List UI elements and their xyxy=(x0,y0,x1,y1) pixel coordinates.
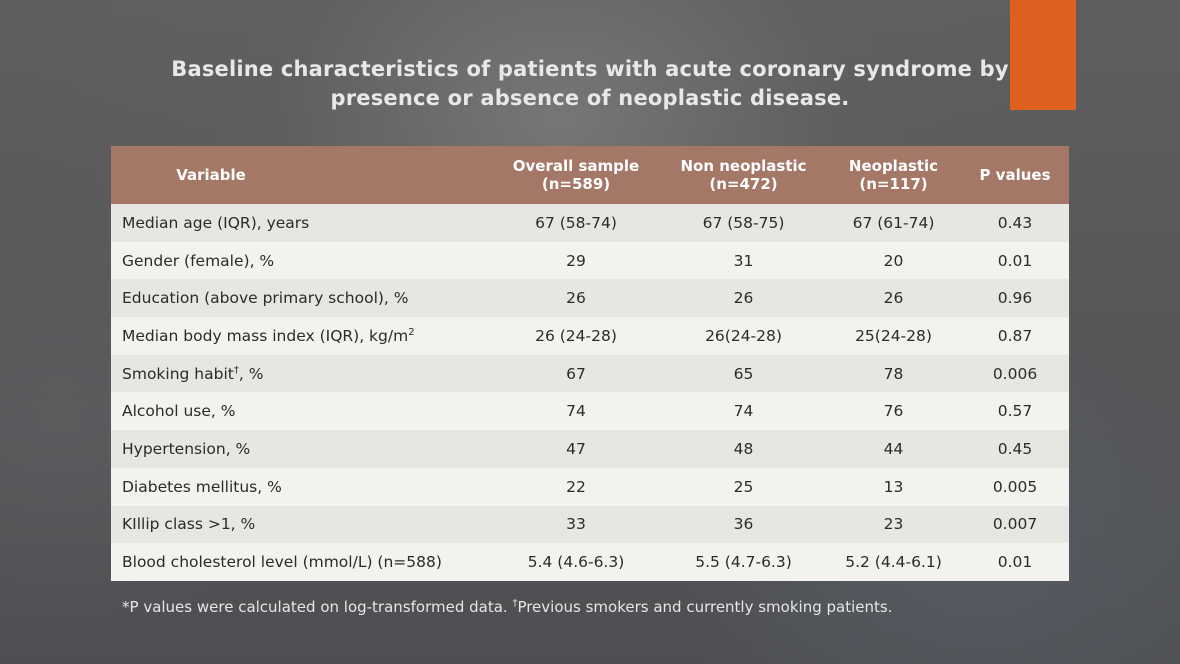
header-non-neoplastic: Non neoplastic (n=472) xyxy=(661,146,826,204)
header-variable-label: Variable xyxy=(176,166,246,184)
cell-p-value: 0.006 xyxy=(961,354,1069,393)
header-neoplastic-label: Neoplastic xyxy=(848,157,939,175)
cell-variable: Diabetes mellitus, % xyxy=(111,467,491,506)
cell-overall-sample: 47 xyxy=(491,430,661,468)
orange-accent-block xyxy=(1010,0,1076,110)
variable-label: Education (above primary school), % xyxy=(122,289,409,308)
header-neoplastic: Neoplastic (n=117) xyxy=(826,146,961,204)
cell-variable: KIllip class >1, % xyxy=(111,505,491,544)
header-overall-sample: Overall sample (n=589) xyxy=(491,146,661,204)
table-header-row: Variable Overall sample (n=589) Non neop… xyxy=(111,146,1069,204)
cell-neoplastic: 78 xyxy=(826,354,961,393)
table-row: Hypertension, % 47 48 44 0.45 xyxy=(111,430,1069,468)
variable-label: Median body mass index (IQR), kg/m xyxy=(122,326,409,345)
variable-superscript: † xyxy=(233,364,239,376)
header-overall-n: (n=589) xyxy=(541,175,611,193)
cell-overall-sample: 5.4 (4.6-6.3) xyxy=(491,543,661,581)
cell-neoplastic: 67 (61-74) xyxy=(826,204,961,242)
cell-non-neoplastic: 74 xyxy=(661,392,826,431)
variable-label: Hypertension, % xyxy=(122,439,251,458)
cell-p-value: 0.87 xyxy=(961,317,1069,355)
cell-non-neoplastic: 5.5 (4.7-6.3) xyxy=(661,543,826,581)
cell-neoplastic: 5.2 (4.4-6.1) xyxy=(826,543,961,581)
cell-non-neoplastic: 48 xyxy=(661,430,826,468)
cell-neoplastic: 25(24-28) xyxy=(826,317,961,355)
cell-p-value: 0.01 xyxy=(961,543,1069,581)
cell-overall-sample: 67 xyxy=(491,354,661,393)
slide-title-line-1: Baseline characteristics of patients wit… xyxy=(171,57,1009,81)
cell-neoplastic: 76 xyxy=(826,392,961,431)
variable-label: Blood cholesterol level (mmol/L) (n=588) xyxy=(122,553,442,572)
table-body: Median age (IQR), years 67 (58-74) 67 (58-… xyxy=(111,204,1069,581)
table-row: Blood cholesterol level (mmol/L) (n=588)… xyxy=(111,543,1069,581)
header-p-values: P values xyxy=(961,146,1069,204)
cell-variable: Hypertension, % xyxy=(111,430,491,468)
cell-non-neoplastic: 36 xyxy=(661,505,826,544)
cell-neoplastic: 23 xyxy=(826,505,961,544)
cell-non-neoplastic: 31 xyxy=(661,241,826,280)
cell-p-value: 0.45 xyxy=(961,430,1069,468)
variable-label: KIllip class >1, % xyxy=(122,515,256,534)
table-row: Alcohol use, % 74 74 76 0.57 xyxy=(111,392,1069,431)
cell-overall-sample: 33 xyxy=(491,505,661,544)
header-variable: Variable xyxy=(111,146,491,204)
footnote-dagger: † xyxy=(512,598,518,609)
variable-superscript: 2 xyxy=(408,326,415,338)
cell-variable: Education (above primary school), % xyxy=(111,279,491,318)
cell-variable: Median age (IQR), years xyxy=(111,204,491,242)
cell-variable: Gender (female), % xyxy=(111,241,491,280)
cell-p-value: 0.57 xyxy=(961,392,1069,431)
header-non-neoplastic-n: (n=472) xyxy=(709,175,778,193)
cell-non-neoplastic: 26(24-28) xyxy=(661,317,826,355)
table-row: Median age (IQR), years 67 (58-74) 67 (58-… xyxy=(111,204,1069,242)
variable-label: Gender (female), % xyxy=(122,251,275,270)
cell-neoplastic: 44 xyxy=(826,430,961,468)
variable-label: Median age (IQR), years xyxy=(122,213,310,232)
cell-overall-sample: 74 xyxy=(491,392,661,431)
cell-neoplastic: 13 xyxy=(826,467,961,506)
table-row: Education (above primary school), % 26 26 2… xyxy=(111,279,1069,318)
table-row: Smoking habit†, % 67 65 78 0.006 xyxy=(111,354,1069,393)
table-row: Gender (female), % 29 31 20 0.01 xyxy=(111,241,1069,280)
baseline-characteristics-table: Variable Overall sample (n=589) Non neop… xyxy=(111,146,1069,581)
slide-title-line-2: presence or absence of neoplastic diseas… xyxy=(330,86,850,110)
header-p-values-label: P values xyxy=(979,166,1051,184)
footnote: *P values were calculated on log-transfo… xyxy=(122,598,892,616)
cell-variable: Alcohol use, % xyxy=(111,392,491,431)
footnote-part-2: Previous smokers and currently smoking p… xyxy=(517,598,893,616)
header-non-neoplastic-label: Non neoplastic xyxy=(680,157,807,175)
header-overall-label: Overall sample xyxy=(512,157,640,175)
table-row: Diabetes mellitus, % 22 25 13 0.005 xyxy=(111,467,1069,506)
cell-variable: Median body mass index (IQR), kg/m2 xyxy=(111,317,491,355)
cell-p-value: 0.007 xyxy=(961,505,1069,544)
cell-p-value: 0.43 xyxy=(961,204,1069,242)
cell-p-value: 0.01 xyxy=(961,241,1069,280)
slide-title: Baseline characteristics of patients wit… xyxy=(150,55,1030,113)
variable-label: Smoking habit xyxy=(122,364,234,383)
cell-variable: Smoking habit†, % xyxy=(111,354,491,393)
cell-overall-sample: 67 (58-74) xyxy=(491,204,661,242)
cell-non-neoplastic: 65 xyxy=(661,354,826,393)
footnote-part-1: *P values were calculated on log-transfo… xyxy=(122,598,513,616)
variable-suffix: , % xyxy=(238,364,264,383)
cell-p-value: 0.005 xyxy=(961,467,1069,506)
cell-overall-sample: 29 xyxy=(491,241,661,280)
cell-overall-sample: 26 (24-28) xyxy=(491,317,661,355)
cell-neoplastic: 20 xyxy=(826,241,961,280)
cell-variable: Blood cholesterol level (mmol/L) (n=588) xyxy=(111,543,491,581)
cell-neoplastic: 26 xyxy=(826,279,961,318)
header-neoplastic-n: (n=117) xyxy=(859,175,928,193)
cell-non-neoplastic: 25 xyxy=(661,467,826,506)
table-row: KIllip class >1, % 33 36 23 0.007 xyxy=(111,505,1069,544)
cell-overall-sample: 22 xyxy=(491,467,661,506)
cell-overall-sample: 26 xyxy=(491,279,661,318)
cell-p-value: 0.96 xyxy=(961,279,1069,318)
variable-label: Alcohol use, % xyxy=(122,402,236,421)
table-row: Median body mass index (IQR), kg/m2 26 (2… xyxy=(111,317,1069,355)
variable-label: Diabetes mellitus, % xyxy=(122,477,282,496)
cell-non-neoplastic: 67 (58-75) xyxy=(661,204,826,242)
cell-non-neoplastic: 26 xyxy=(661,279,826,318)
